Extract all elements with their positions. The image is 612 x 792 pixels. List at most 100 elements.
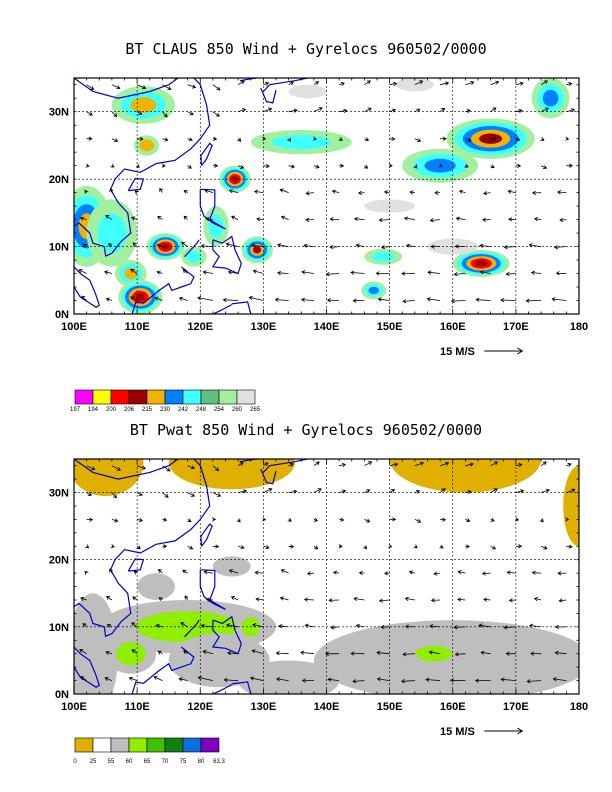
wind-arrow-12	[377, 297, 390, 302]
coastline-5	[199, 569, 226, 610]
wind-arrow-152	[389, 489, 396, 493]
shading-2-0	[389, 459, 542, 493]
wind-arrow-128	[287, 517, 292, 522]
wind-arrow-31	[350, 651, 365, 656]
wind-arrow-153	[414, 489, 421, 494]
wind-arrow-34	[427, 270, 441, 275]
shading-1-0	[168, 459, 295, 490]
wind-arrow-17	[500, 297, 516, 303]
wind-arrow-37	[505, 651, 516, 656]
lon-tick-label: 180	[570, 701, 588, 713]
coastline-8	[184, 619, 200, 638]
wind-arrow-67	[255, 597, 264, 602]
wind-arrow-170	[339, 462, 347, 468]
shading-3-0	[563, 465, 579, 547]
wind-arrow-78	[533, 216, 542, 222]
wind-arrow-101	[110, 163, 115, 168]
wind-arrow-44	[181, 241, 188, 247]
map-panel-2: 100E 110E 120E 130E 140E 150E 160E 170E 180 0N 10N…	[49, 458, 588, 765]
wind-arrow-33	[402, 652, 415, 657]
wind-arrow-144	[187, 492, 196, 497]
wind-arrow-138	[540, 137, 545, 141]
wind-arrow-66	[230, 596, 239, 601]
wind-arrow-42	[132, 242, 138, 247]
lon-tick-label: 110E	[125, 321, 150, 333]
wind-arrow-164	[187, 465, 196, 470]
wind-arrow-140	[86, 492, 92, 496]
wind-arrow-50	[330, 625, 340, 630]
lon-tick-label: 120E	[187, 701, 213, 713]
wind-arrow-135	[465, 518, 471, 523]
shading-4-5	[161, 243, 170, 250]
colorbar-swatch-4	[146, 737, 166, 753]
colorbar-swatch-0	[74, 737, 94, 753]
wind-arrow-11	[352, 298, 365, 303]
wind-arrow-161	[111, 465, 121, 471]
wind-arrow-130	[338, 137, 344, 141]
wind-arrow-165	[212, 465, 220, 472]
wind-arrow-15	[449, 678, 466, 683]
colorbar-swatch-3	[128, 737, 148, 753]
wind-arrow-112	[388, 163, 393, 168]
coastline-9	[231, 301, 252, 314]
wind-arrow-169	[313, 81, 320, 86]
wind-arrow-42	[131, 622, 138, 628]
wind-arrow-69	[305, 217, 314, 222]
wind-arrow-93	[408, 570, 416, 575]
wind-arrow-133	[414, 518, 422, 523]
wind-arrow-60	[80, 596, 87, 601]
wind-arrow-25	[202, 649, 213, 655]
wind-arrow-169	[313, 461, 320, 467]
wind-arrow-72	[378, 598, 390, 603]
wind-arrow-36	[480, 650, 491, 655]
wind-arrow-85	[203, 570, 213, 575]
wind-arrow-52	[380, 624, 390, 630]
wind-arrow-142	[136, 492, 143, 496]
wind-arrow-1	[104, 676, 113, 681]
wind-arrow-5	[197, 675, 213, 681]
colorbar-label-9: 260	[232, 407, 243, 413]
wind-arrow-1	[105, 297, 113, 302]
wind-arrow-106	[237, 164, 245, 169]
wind-arrow-173	[414, 461, 425, 467]
wind-arrow-76	[482, 217, 491, 222]
wind-arrow-90	[331, 189, 340, 194]
wind-arrow-57	[503, 625, 516, 630]
colorbar-1: 197 194 200 206 215 230 242 248 254 260 265	[70, 389, 261, 413]
wind-arrow-32	[376, 650, 390, 656]
lon-tick-label: 180	[570, 321, 588, 333]
wind-arrow-126	[237, 137, 242, 142]
wind-arrow-118	[540, 165, 548, 169]
shading-8-1	[415, 645, 453, 662]
wind-arrow-51	[355, 243, 365, 248]
wind-arrow-8	[276, 677, 289, 682]
wind-arrow-26	[227, 270, 239, 275]
shading-14-5	[475, 260, 488, 267]
wind-arrow-46	[226, 623, 239, 628]
wind-arrow-65	[205, 597, 213, 602]
wind-arrow-51	[355, 623, 365, 628]
wind-arrow-68	[280, 215, 289, 220]
wind-arrow-76	[483, 597, 491, 602]
wind-arrow-144	[187, 111, 194, 116]
wind-arrow-116	[490, 545, 497, 550]
wind-arrow-27	[252, 269, 264, 274]
wind-arrow-174	[439, 461, 450, 467]
wind-arrow-55	[454, 244, 466, 249]
wind-arrow-14	[426, 297, 441, 302]
wind-arrow-104	[187, 164, 192, 169]
colorbar-label-6: 242	[178, 407, 189, 413]
wind-arrow-53	[404, 624, 415, 629]
coastline-11	[260, 468, 277, 485]
coastline-5	[199, 188, 226, 230]
colorbar-swatch-6	[182, 389, 202, 405]
wind-arrow-62	[130, 216, 138, 221]
wind-arrow-160	[86, 465, 96, 471]
wind-arrow-134	[440, 136, 447, 141]
wind-arrow-66	[231, 215, 239, 220]
wind-arrow-158	[540, 488, 551, 493]
wind-arrow-23	[157, 650, 163, 655]
wind-arrow-21	[105, 650, 113, 655]
map-area-1	[74, 78, 579, 314]
wind-arrow-165	[212, 84, 221, 91]
